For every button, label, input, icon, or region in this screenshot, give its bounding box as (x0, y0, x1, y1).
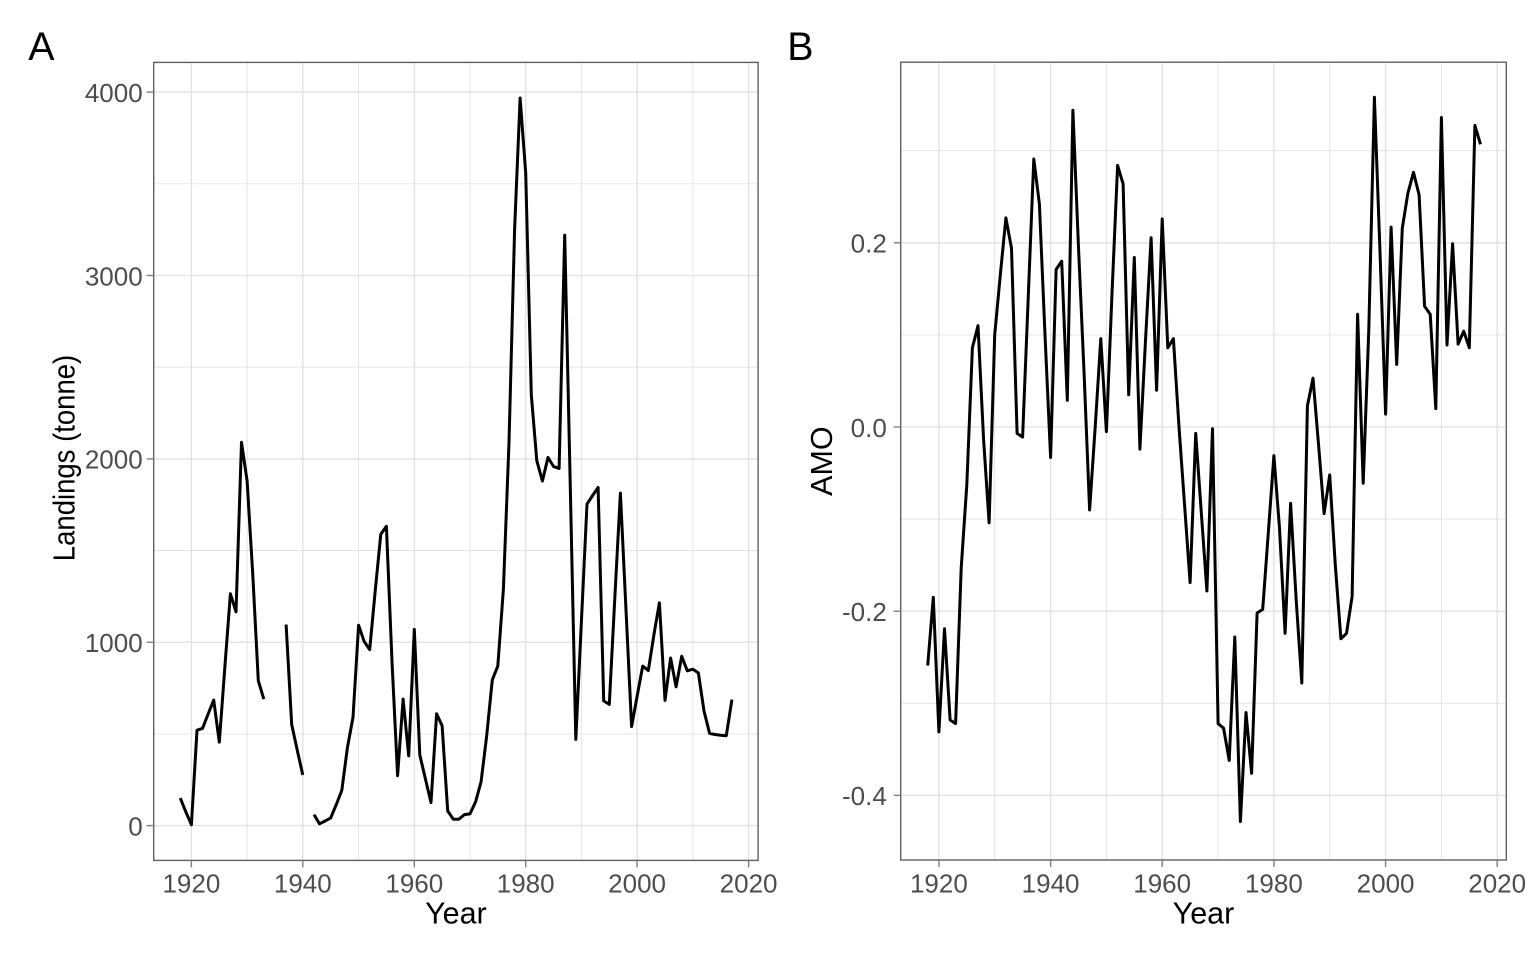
svg-text:1980: 1980 (1245, 868, 1303, 898)
svg-text:A: A (28, 25, 55, 69)
svg-text:Landings (tonne): Landings (tonne) (48, 355, 82, 561)
svg-text:1940: 1940 (274, 868, 332, 898)
svg-text:AMO: AMO (805, 426, 839, 495)
svg-text:-0.4: -0.4 (842, 781, 887, 811)
svg-text:1980: 1980 (497, 868, 555, 898)
svg-text:4000: 4000 (85, 78, 143, 108)
svg-text:-0.2: -0.2 (842, 597, 887, 627)
svg-text:1960: 1960 (1133, 868, 1191, 898)
svg-text:Year: Year (1173, 897, 1235, 931)
svg-text:3000: 3000 (85, 261, 143, 291)
svg-text:Year: Year (425, 897, 487, 931)
svg-text:2020: 2020 (720, 868, 778, 898)
svg-text:0: 0 (128, 811, 142, 841)
svg-text:0.2: 0.2 (851, 229, 887, 259)
svg-text:1000: 1000 (85, 628, 143, 658)
svg-text:1940: 1940 (1022, 868, 1080, 898)
svg-text:1920: 1920 (162, 868, 220, 898)
svg-text:B: B (787, 25, 813, 69)
svg-text:2000: 2000 (1357, 868, 1415, 898)
svg-text:0.0: 0.0 (851, 413, 887, 443)
svg-text:2000: 2000 (85, 445, 143, 475)
svg-text:2000: 2000 (608, 868, 666, 898)
svg-text:2020: 2020 (1468, 868, 1526, 898)
svg-text:1960: 1960 (385, 868, 443, 898)
svg-text:1920: 1920 (910, 868, 968, 898)
